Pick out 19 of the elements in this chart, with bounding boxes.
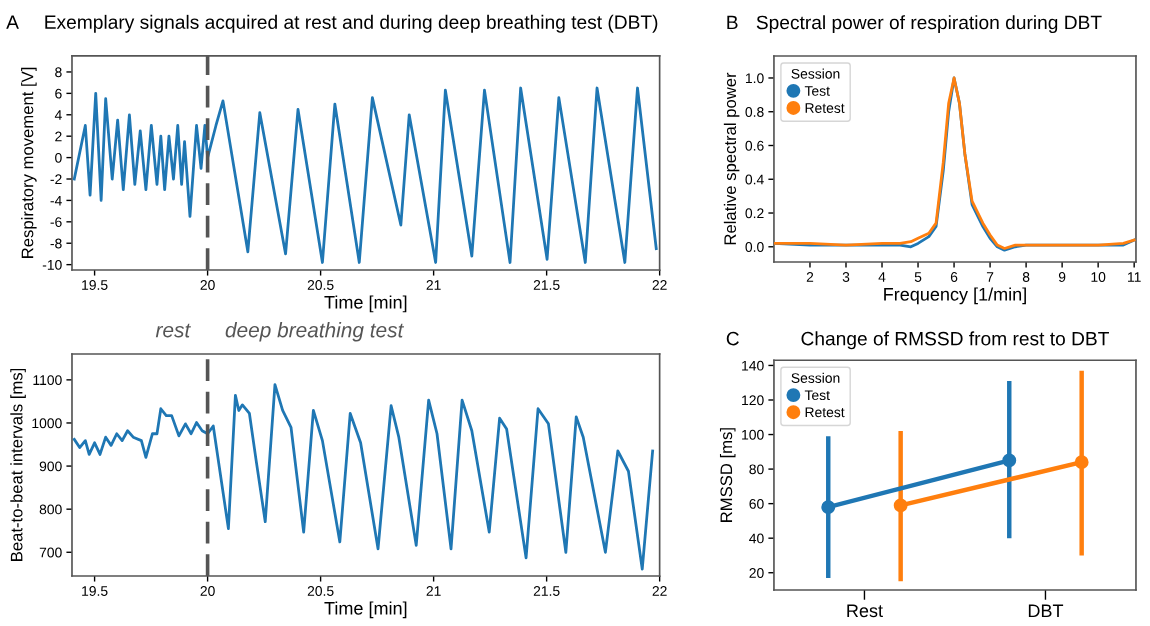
text: B <box>727 15 738 30</box>
x-tick-label: Rest <box>847 604 883 618</box>
y-axis-title: Beat-to-beat intervals [ms] <box>10 368 26 561</box>
x-tick-label: DBT <box>1028 604 1064 617</box>
line-series <box>72 86 658 264</box>
chart-title: Spectral power of respiration during DBT <box>756 15 1102 34</box>
text: deep breathing test <box>225 322 405 342</box>
x-axis-title: Time [min] <box>324 295 407 313</box>
line-series <box>72 383 655 571</box>
y-axis-title: Respiratory movement [V] <box>21 67 37 258</box>
text: rest <box>155 323 191 338</box>
chart-title: Exemplary signals acquired at rest and during deep breathing test (DBT) <box>45 14 658 33</box>
chart-title: Change of RMSSD from rest to DBT <box>801 331 1109 350</box>
text: A <box>6 15 19 29</box>
y-axis-title: Relative spectral power <box>723 72 740 245</box>
text: C <box>726 331 739 346</box>
x-axis-title: Time [min] <box>324 601 407 619</box>
y-axis-title: RMSSD [ms] <box>719 428 736 522</box>
x-axis-title: Frequency [1/min] <box>884 287 1026 305</box>
